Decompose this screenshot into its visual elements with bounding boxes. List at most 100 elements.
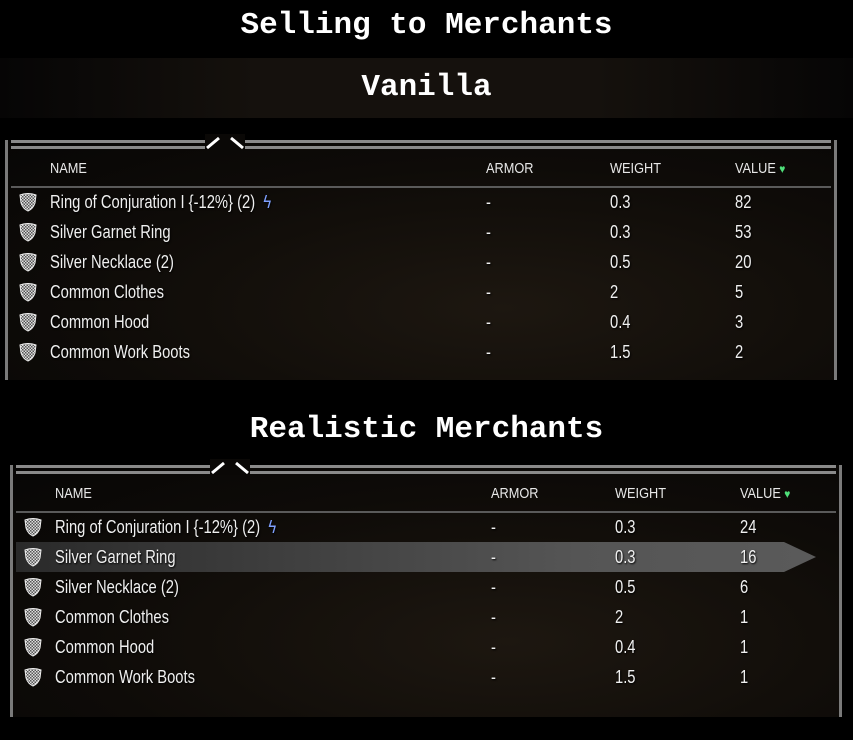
shield-armor-icon xyxy=(24,668,42,687)
inventory-row[interactable]: Common Work Boots - 1.5 2 xyxy=(11,337,811,367)
shield-armor-icon xyxy=(24,518,42,537)
shield-armor-icon xyxy=(19,223,37,242)
inventory-row[interactable]: Ring of Conjuration I {-12%} (2) ϟ - 0.3 … xyxy=(16,512,816,542)
inventory-row[interactable]: Silver Garnet Ring - 0.3 53 xyxy=(11,217,811,247)
item-weight: 0.3 xyxy=(610,222,631,242)
column-header-name[interactable]: NAME xyxy=(55,485,92,502)
column-header-value[interactable]: VALUE ♥ xyxy=(735,160,786,177)
item-weight: 1.5 xyxy=(610,342,631,362)
caret-icon xyxy=(205,134,245,150)
item-weight: 1.5 xyxy=(615,667,636,687)
subtitle-band xyxy=(0,58,853,118)
frame-right xyxy=(834,140,837,380)
item-armor: - xyxy=(491,607,496,627)
item-value: 6 xyxy=(740,577,749,597)
item-armor: - xyxy=(486,312,491,332)
item-value: 16 xyxy=(740,547,757,567)
frame-left xyxy=(5,140,8,380)
column-header-value[interactable]: VALUE ♥ xyxy=(740,485,791,502)
item-weight: 0.5 xyxy=(610,252,631,272)
column-header-armor[interactable]: ARMOR xyxy=(486,160,534,177)
item-name: Silver Necklace (2) xyxy=(55,577,179,597)
inventory-row[interactable]: Silver Necklace (2) - 0.5 6 xyxy=(16,572,816,602)
item-armor: - xyxy=(486,222,491,242)
shield-armor-icon xyxy=(24,608,42,627)
item-name: Common Hood xyxy=(50,312,150,332)
panel-title-realistic: Realistic Merchants xyxy=(249,412,604,447)
item-weight: 2 xyxy=(610,282,619,302)
item-name: Common Hood xyxy=(55,637,155,657)
frame-top-line xyxy=(16,471,836,474)
item-armor: - xyxy=(491,667,496,687)
item-value: 1 xyxy=(740,667,749,687)
item-name: Silver Garnet Ring xyxy=(55,547,176,567)
item-weight: 0.3 xyxy=(615,517,636,537)
frame-top-line xyxy=(16,465,836,468)
item-value: 5 xyxy=(735,282,744,302)
item-armor: - xyxy=(491,637,496,657)
shield-armor-icon xyxy=(24,578,42,597)
item-name: Common Work Boots xyxy=(55,667,195,687)
item-weight: 0.3 xyxy=(610,192,631,212)
item-weight: 0.4 xyxy=(610,312,631,332)
frame-left xyxy=(10,465,13,717)
inventory-row[interactable]: Common Clothes - 2 5 xyxy=(11,277,811,307)
frame-top-line xyxy=(11,140,831,143)
item-value: 1 xyxy=(740,607,749,627)
inventory-row[interactable]: Common Hood - 0.4 3 xyxy=(11,307,811,337)
item-value: 2 xyxy=(735,342,744,362)
item-armor: - xyxy=(486,192,491,212)
shield-armor-icon xyxy=(19,343,37,362)
inventory-row[interactable]: Common Hood - 0.4 1 xyxy=(16,632,816,662)
inventory-row[interactable]: Silver Garnet Ring - 0.3 16 xyxy=(16,542,816,572)
item-value: 24 xyxy=(740,517,757,537)
green-gem-icon: ♥ xyxy=(784,487,791,501)
shield-armor-icon xyxy=(24,548,42,567)
shield-armor-icon xyxy=(19,283,37,302)
inventory-row[interactable]: Ring of Conjuration I {-12%} (2) ϟ - 0.3 … xyxy=(11,187,811,217)
item-name: Ring of Conjuration I {-12%} (2) ϟ xyxy=(55,517,277,537)
item-value: 1 xyxy=(740,637,749,657)
inventory-row[interactable]: Silver Necklace (2) - 0.5 20 xyxy=(11,247,811,277)
item-armor: - xyxy=(486,282,491,302)
inventory-row[interactable]: Common Clothes - 2 1 xyxy=(16,602,816,632)
shield-armor-icon xyxy=(19,253,37,272)
inventory-panel-vanilla: NAME ARMOR WEIGHT VALUE ♥ Ring of Conjuratio… xyxy=(5,134,837,380)
shield-armor-icon xyxy=(19,313,37,332)
item-value: 82 xyxy=(735,192,752,212)
frame-top-line xyxy=(11,146,831,149)
item-name: Silver Necklace (2) xyxy=(50,252,174,272)
item-armor: - xyxy=(486,342,491,362)
lightning-bolt-icon: ϟ xyxy=(268,517,277,537)
item-weight: 0.5 xyxy=(615,577,636,597)
item-name: Common Clothes xyxy=(55,607,170,627)
item-name: Silver Garnet Ring xyxy=(50,222,171,242)
shield-armor-icon xyxy=(19,193,37,212)
item-name: Common Work Boots xyxy=(50,342,190,362)
frame-right xyxy=(839,465,842,717)
item-armor: - xyxy=(486,252,491,272)
column-header-name[interactable]: NAME xyxy=(50,160,87,177)
inventory-panel-realistic: NAME ARMOR WEIGHT VALUE ♥ Ring of Conjuratio… xyxy=(10,459,842,717)
item-weight: 0.4 xyxy=(615,637,636,657)
item-value: 3 xyxy=(735,312,744,332)
item-name: Ring of Conjuration I {-12%} (2) ϟ xyxy=(50,192,272,212)
header-divider xyxy=(16,511,836,513)
panel-title-vanilla: Vanilla xyxy=(361,70,492,105)
item-value: 20 xyxy=(735,252,752,272)
item-armor: - xyxy=(491,517,496,537)
header-divider xyxy=(11,186,831,188)
item-armor: - xyxy=(491,547,496,567)
green-gem-icon: ♥ xyxy=(779,162,786,176)
column-header-armor[interactable]: ARMOR xyxy=(491,485,539,502)
lightning-bolt-icon: ϟ xyxy=(263,192,272,212)
item-value: 53 xyxy=(735,222,752,242)
inventory-row[interactable]: Common Work Boots - 1.5 1 xyxy=(16,662,816,692)
column-header-weight[interactable]: WEIGHT xyxy=(615,485,666,502)
item-weight: 0.3 xyxy=(615,547,636,567)
shield-armor-icon xyxy=(24,638,42,657)
caret-icon xyxy=(210,459,250,475)
item-name: Common Clothes xyxy=(50,282,165,302)
item-armor: - xyxy=(491,577,496,597)
column-header-weight[interactable]: WEIGHT xyxy=(610,160,661,177)
